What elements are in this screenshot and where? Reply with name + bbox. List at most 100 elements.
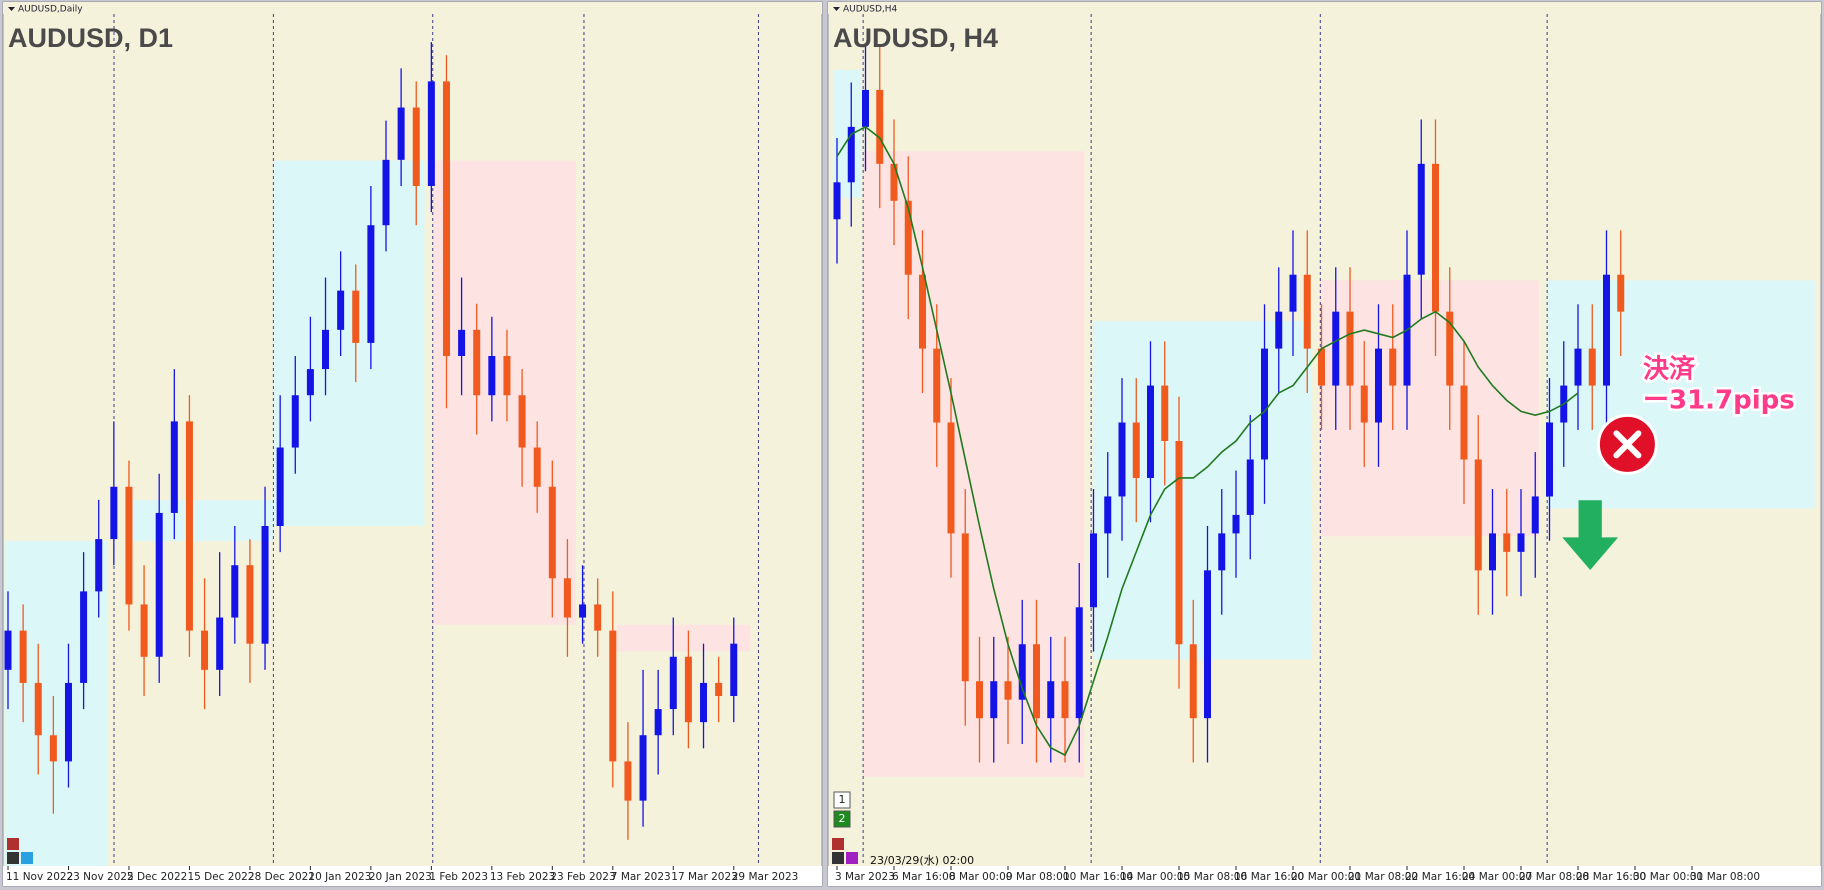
- candle-body: [639, 735, 647, 801]
- x-tick-label: 11 Nov 2022: [6, 871, 73, 883]
- candle-body: [904, 200, 912, 275]
- candle-body: [216, 617, 224, 670]
- x-tick-label: 14 Mar 00:00: [1120, 871, 1190, 883]
- annotation: ー31.7pips: [1643, 386, 1795, 416]
- candle-body: [1574, 348, 1582, 386]
- candle-body: [1147, 385, 1154, 478]
- candle-body: [442, 81, 450, 356]
- candle-body: [1075, 607, 1083, 719]
- candle-body: [919, 274, 926, 349]
- candle-body: [382, 159, 390, 226]
- candle-body: [1360, 385, 1368, 423]
- candle-body: [1018, 644, 1026, 700]
- candle-body: [276, 447, 284, 526]
- x-tick-label: 10 Mar 16:00: [1063, 871, 1133, 883]
- x-tick-label: 1 Feb 2023: [429, 871, 488, 883]
- x-tick-label: 7 Mar 2023: [611, 871, 671, 883]
- x-tick-label: 30 Mar 00:00: [1633, 871, 1703, 883]
- candle-body: [1047, 681, 1055, 719]
- candle-body: [1318, 348, 1325, 386]
- candle-body: [1417, 163, 1425, 275]
- candle-body: [170, 421, 178, 513]
- candle-body: [1204, 570, 1211, 719]
- window-label: AUDUSD,H4: [843, 5, 898, 15]
- candle-body: [1546, 422, 1553, 497]
- x-tick-label: 17 Mar 2023: [671, 871, 738, 883]
- x-tick-label: 3 Mar 2023: [835, 871, 895, 883]
- candle-body: [1474, 459, 1482, 571]
- x-tick-label: 21 Mar 08:00: [1348, 871, 1418, 883]
- candle-body: [833, 182, 841, 220]
- candle-body: [669, 656, 677, 710]
- x-tick-label: 28 Dec 2022: [248, 871, 315, 883]
- candle-body: [876, 89, 884, 164]
- candle-body: [140, 604, 148, 657]
- candle-body: [624, 761, 632, 801]
- candle-body: [548, 486, 556, 579]
- candle-body: [1090, 533, 1097, 608]
- x-tick-label: 24 Mar 00:00: [1462, 871, 1532, 883]
- x-tick-label: 27 Mar 08:00: [1519, 871, 1589, 883]
- candle-body: [1232, 514, 1240, 534]
- candle-body: [49, 735, 57, 762]
- candle-body: [34, 682, 42, 736]
- x-tick-label: 20 Mar 00:00: [1291, 871, 1361, 883]
- candle-body: [1004, 681, 1012, 700]
- candle-body: [862, 89, 869, 127]
- candle-body: [412, 107, 420, 186]
- candle-body: [594, 604, 602, 631]
- candle-body: [367, 225, 375, 343]
- candle-body: [715, 682, 723, 696]
- candle-body: [1346, 311, 1354, 386]
- chart-title: AUDUSD, D1: [8, 23, 173, 53]
- candle-body: [397, 107, 405, 160]
- candle-body: [1389, 348, 1397, 386]
- panel-button-label: 1: [839, 793, 846, 806]
- candle-body: [19, 630, 27, 683]
- x-tick-label: 16 Mar 16:00: [1234, 871, 1304, 883]
- candle-body: [306, 369, 314, 396]
- toolbar-icon: [832, 852, 844, 864]
- panel-button: [833, 791, 851, 809]
- zone: [863, 151, 1085, 778]
- one-click-trading-button: [7, 838, 19, 850]
- candle-body: [246, 565, 254, 644]
- candle-body: [518, 395, 526, 448]
- candle-body: [337, 290, 345, 330]
- candle-body: [1104, 496, 1112, 534]
- candle-body: [1303, 274, 1311, 349]
- window-menu-icon: [833, 7, 840, 11]
- candle-body: [155, 512, 163, 657]
- candle-body: [1446, 311, 1454, 386]
- x-tick-label: 6 Mar 16:00: [892, 871, 955, 883]
- candle-body: [291, 395, 299, 448]
- candle-body: [933, 348, 941, 423]
- candle-body: [458, 329, 466, 356]
- window-label: AUDUSD,Daily: [18, 5, 83, 15]
- candle-body: [201, 630, 209, 670]
- candle-body: [1332, 311, 1340, 386]
- candle-body: [579, 604, 587, 618]
- x-tick-label: 23 Feb 2023: [550, 871, 615, 883]
- toolbar-icon: [21, 852, 33, 864]
- x-tick-label: 28 Mar 16:00: [1576, 871, 1646, 883]
- axis-strip: [828, 866, 1821, 886]
- candle-body: [231, 565, 239, 618]
- exit-marker-cross: [1613, 430, 1642, 459]
- candle-body: [503, 356, 511, 396]
- candle-body: [261, 526, 269, 644]
- annotation: 決済: [1643, 354, 1696, 385]
- candle-body: [488, 356, 496, 396]
- candle-body: [1246, 459, 1254, 515]
- moving-average: [836, 125, 1579, 757]
- zone: [1093, 321, 1313, 660]
- x-tick-label: 31 Mar 08:00: [1690, 871, 1760, 883]
- candle-body: [1061, 681, 1069, 719]
- x-tick-label: 8 Mar 00:00: [949, 871, 1012, 883]
- candle-body: [1161, 385, 1169, 441]
- x-tick-label: 20 Jan 2023: [369, 871, 432, 883]
- window-menu-icon: [8, 7, 15, 11]
- candle-body: [847, 126, 855, 183]
- candle-body: [1489, 533, 1496, 571]
